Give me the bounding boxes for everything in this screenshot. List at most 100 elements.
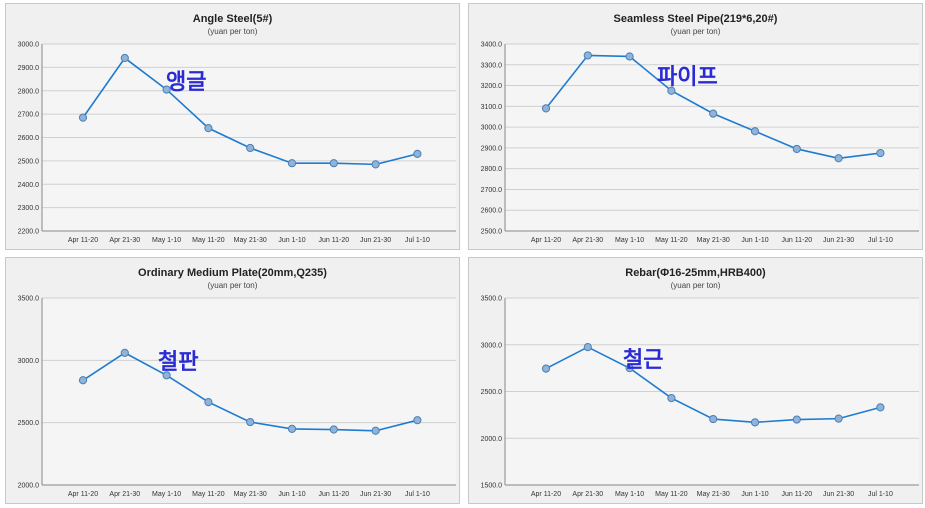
y-tick-label: 3000.0 (18, 42, 40, 49)
plot-area (505, 44, 919, 231)
data-point (709, 414, 718, 424)
y-tick-label: 2800.0 (18, 88, 40, 95)
chart-title: Ordinary Medium Plate(20mm,Q235) (138, 267, 327, 279)
x-tick-label: Jun 11-20 (781, 491, 812, 498)
chart-annotation: 철근 (623, 348, 664, 373)
x-tick-label: Jun 1-10 (741, 491, 768, 498)
data-point (583, 51, 592, 60)
x-tick-label: Jun 21-30 (360, 237, 391, 244)
line-chart: 3500.0 3000.0 2500.0 2000.0 1500.0 Apr 11-20 A… (481, 296, 919, 498)
y-tick-label: 2600.0 (18, 135, 40, 142)
x-tick-label: May 11-20 (655, 237, 688, 244)
data-point (246, 143, 255, 153)
chart-panel-seamless-pipe: Seamless Steel Pipe(219*6,20#) (yuan per… (468, 3, 923, 250)
data-point (834, 414, 843, 423)
x-tick-label: Jul 1-10 (868, 237, 893, 244)
x-tick-label: Apr 21-30 (572, 237, 603, 244)
y-tick-label: 2500.0 (481, 389, 503, 396)
line-chart: 3000.0 2900.0 2800.0 2700.0 2600.0 2500.0 2400… (18, 42, 456, 244)
data-point (792, 144, 801, 154)
x-tick-label: Jun 11-20 (318, 491, 349, 498)
data-point (204, 397, 213, 407)
y-tick-label: 3300.0 (481, 62, 503, 69)
data-point (709, 109, 718, 118)
x-tick-label: May 11-20 (192, 491, 225, 498)
y-tick-label: 2000.0 (481, 436, 503, 443)
y-tick-label: 3400.0 (481, 42, 503, 49)
data-point (162, 371, 171, 380)
data-point (162, 85, 171, 94)
line-chart: 3400.0 3300.0 3200.0 3100.0 3000.0 2900.0 2800… (481, 42, 919, 244)
data-point (204, 124, 213, 133)
data-point (246, 417, 255, 427)
x-tick-label: Apr 21-30 (109, 491, 140, 498)
data-point (371, 160, 380, 169)
x-tick-label: May 21-30 (234, 237, 267, 244)
y-tick-label: 2400.0 (18, 182, 40, 189)
y-tick-label: 1500.0 (481, 483, 503, 490)
x-tick-label: Apr 21-30 (109, 237, 140, 244)
x-tick-label: Jun 11-20 (781, 237, 812, 244)
chart-subtitle: (yuan per ton) (670, 281, 721, 290)
x-tick-label: Jun 1-10 (278, 237, 305, 244)
y-tick-label: 3000.0 (481, 125, 503, 132)
data-point (287, 159, 297, 168)
chart-subtitle: (yuan per ton) (207, 27, 258, 36)
data-point (541, 104, 551, 113)
x-tick-label: Jul 1-10 (405, 491, 430, 498)
data-point (667, 393, 676, 403)
y-tick-label: 2500.0 (18, 158, 40, 165)
y-tick-label: 2700.0 (481, 187, 503, 194)
y-tick-label: 3000.0 (18, 358, 40, 365)
data-point (78, 113, 88, 122)
data-point (329, 159, 338, 168)
chart-subtitle: (yuan per ton) (207, 281, 258, 290)
x-tick-label: May 21-30 (697, 237, 730, 244)
x-tick-label: Apr 11-20 (68, 491, 98, 498)
x-tick-label: Apr 21-30 (572, 491, 603, 498)
x-tick-label: Jun 1-10 (278, 491, 305, 498)
x-tick-label: May 21-30 (697, 491, 730, 498)
y-tick-label: 2500.0 (481, 229, 503, 236)
y-tick-label: 2000.0 (18, 483, 40, 490)
data-point (667, 86, 676, 95)
chart-panel-rebar: Rebar(Φ16-25mm,HRB400) (yuan per ton) 35… (468, 257, 923, 504)
x-tick-label: Jul 1-10 (405, 237, 430, 244)
chart-subtitle: (yuan per ton) (670, 27, 721, 36)
data-point (750, 418, 760, 427)
x-tick-label: May 1-10 (615, 237, 644, 244)
y-tick-label: 2900.0 (18, 65, 40, 72)
line-chart: 3500.0 3000.0 2500.0 2000.0 Apr 11-20 Apr 21-… (18, 296, 456, 498)
y-tick-label: 2900.0 (481, 145, 503, 152)
data-point (541, 364, 551, 373)
y-tick-label: 3500.0 (18, 296, 40, 303)
x-tick-label: Jun 21-30 (823, 491, 854, 498)
chart-annotation: 파이프 (657, 65, 718, 90)
y-tick-label: 2500.0 (18, 420, 40, 427)
plot-area (42, 298, 456, 485)
chart-title: Rebar(Φ16-25mm,HRB400) (625, 267, 766, 279)
data-point (120, 53, 129, 63)
x-tick-label: May 21-30 (234, 491, 267, 498)
y-tick-label: 2300.0 (18, 205, 40, 212)
data-point (329, 425, 338, 434)
y-tick-label: 3100.0 (481, 104, 503, 111)
x-tick-label: Jun 21-30 (360, 491, 391, 498)
chart-panel-medium-plate: Ordinary Medium Plate(20mm,Q235) (yuan p… (5, 257, 460, 504)
data-point (750, 127, 760, 136)
data-point (625, 52, 634, 61)
x-tick-label: May 11-20 (192, 237, 225, 244)
x-tick-label: Jun 11-20 (318, 237, 349, 244)
data-point (834, 154, 843, 163)
y-tick-label: 3000.0 (481, 342, 503, 349)
x-tick-label: Apr 11-20 (531, 491, 561, 498)
x-tick-label: May 1-10 (615, 491, 644, 498)
x-tick-label: May 11-20 (655, 491, 688, 498)
data-point (876, 403, 885, 412)
chart-annotation: 앵글 (166, 70, 207, 95)
data-point (413, 149, 422, 158)
data-point (78, 376, 88, 385)
x-tick-label: Apr 11-20 (531, 237, 561, 244)
x-tick-label: Jun 1-10 (741, 237, 768, 244)
chart-title: Angle Steel(5#) (192, 13, 273, 25)
